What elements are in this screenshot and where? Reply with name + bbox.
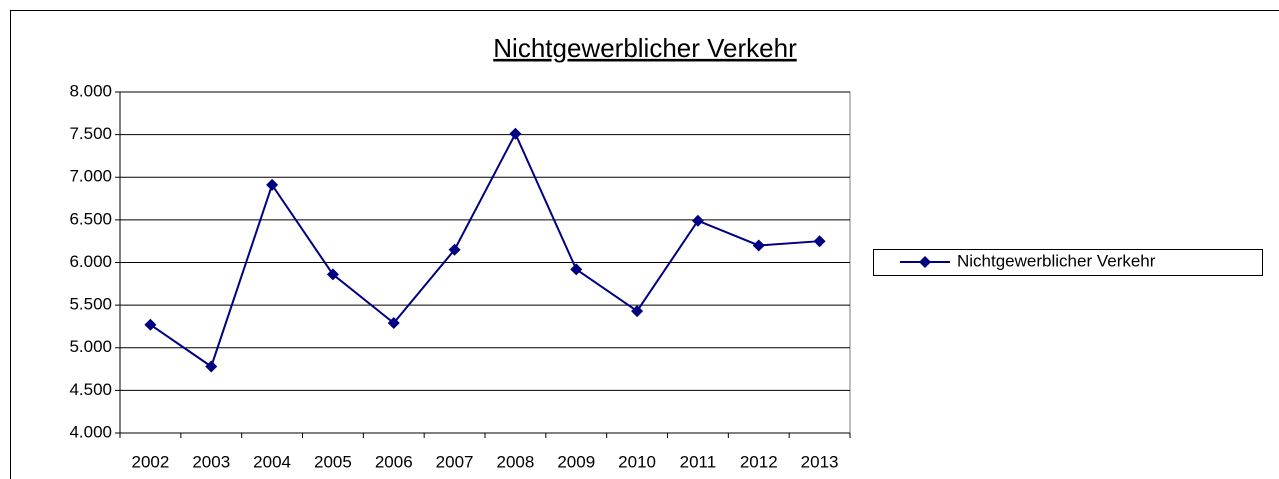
x-tick-label: 2005 (314, 452, 352, 471)
y-tick-label: 8.000 (69, 81, 112, 100)
y-tick-label: 4.500 (69, 380, 112, 399)
y-tick-label: 7.000 (69, 167, 112, 186)
y-tick-label: 7.500 (69, 124, 112, 143)
marker (144, 318, 157, 331)
x-tick-label: 2011 (680, 452, 717, 471)
legend-marker (919, 256, 931, 268)
x-tick-label: 2010 (618, 452, 656, 471)
x-tick-label: 2009 (557, 452, 595, 471)
x-tick-label: 2004 (253, 452, 291, 471)
marker (631, 305, 644, 318)
x-tick-label: 2003 (192, 452, 230, 471)
marker (752, 239, 765, 252)
legend-label: Nichtgewerblicher Verkehr (957, 251, 1156, 270)
y-tick-label: 5.500 (69, 295, 112, 314)
y-tick-label: 5.000 (69, 337, 112, 356)
marker (448, 243, 461, 256)
x-tick-label: 2012 (740, 452, 778, 471)
x-tick-label: 2002 (132, 452, 170, 471)
x-tick-label: 2006 (375, 452, 413, 471)
y-tick-label: 4.000 (69, 422, 112, 441)
marker (509, 127, 522, 140)
x-tick-label: 2007 (436, 452, 474, 471)
marker (266, 178, 279, 191)
marker (570, 263, 583, 276)
line (149, 131, 820, 369)
marker (326, 268, 339, 281)
chart-title: Nichtgewerblicher Verkehr (493, 33, 797, 63)
y-tick-label: 6.000 (69, 252, 112, 271)
x-tick-label: 2013 (801, 452, 839, 471)
marker (387, 317, 400, 330)
marker (691, 214, 704, 227)
marker (813, 235, 826, 248)
x-tick-label: 2008 (497, 452, 535, 471)
marker (205, 360, 218, 373)
y-tick-label: 6.500 (69, 209, 112, 228)
